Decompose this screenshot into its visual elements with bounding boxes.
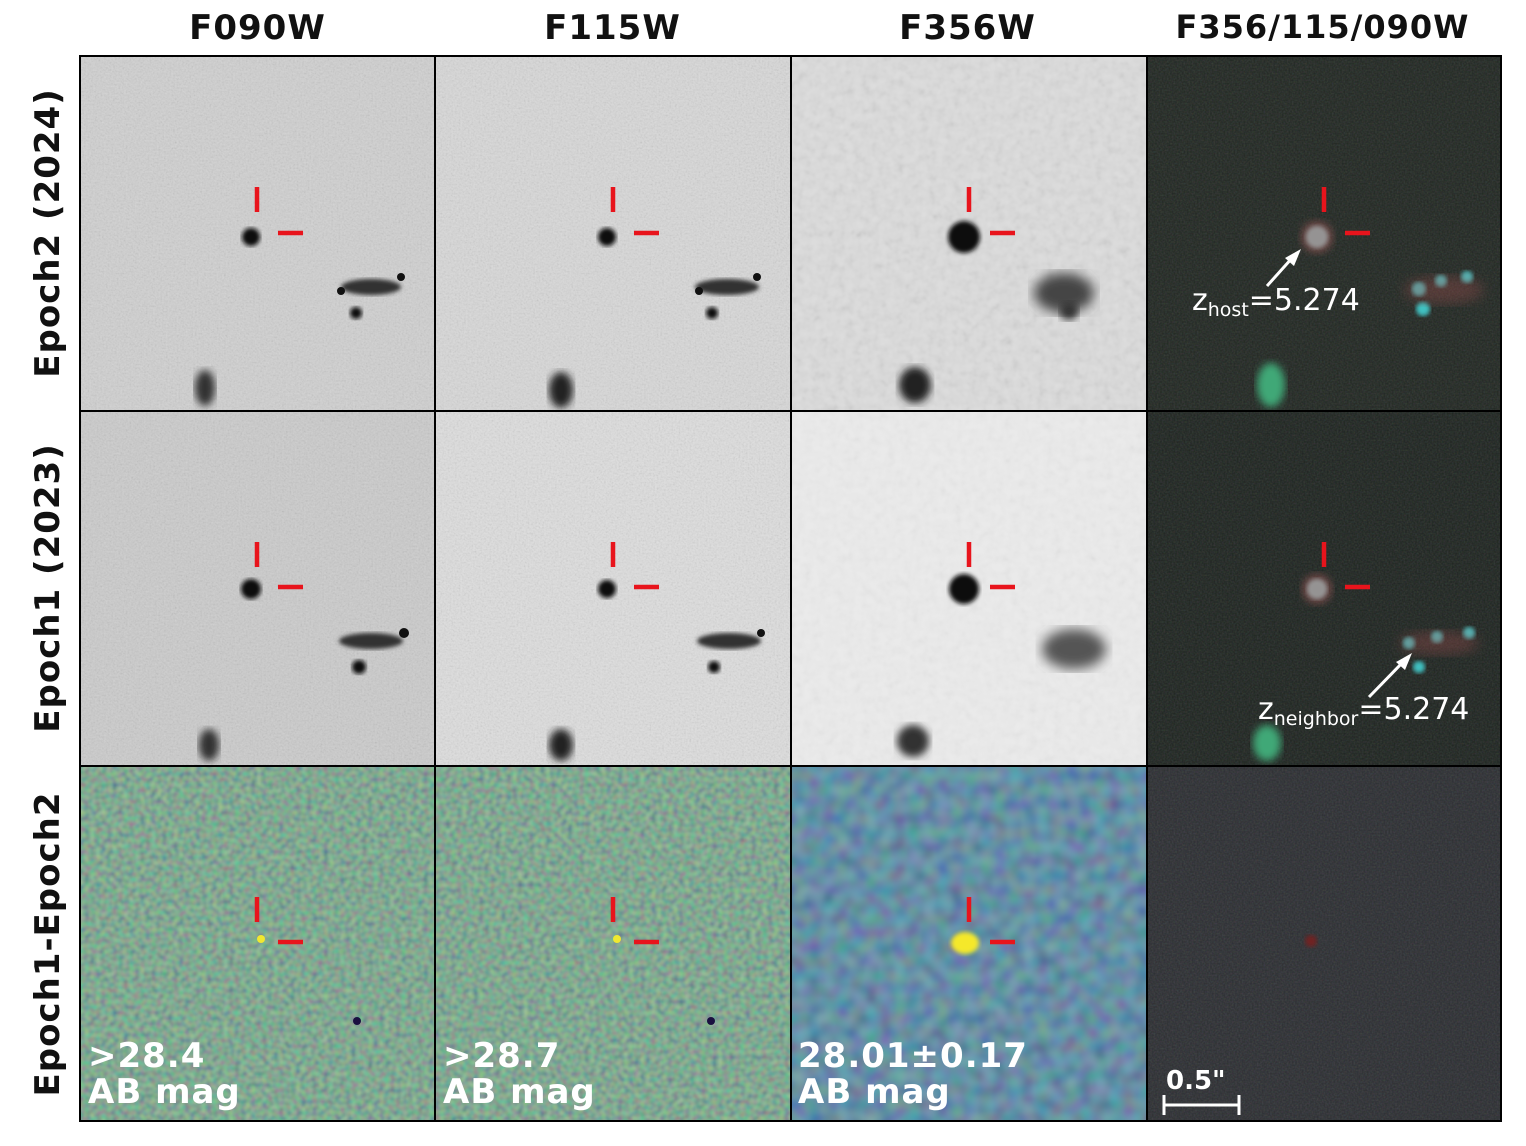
mag-label-f115w: >28.7 AB mag <box>443 1036 596 1112</box>
panel-epoch1-f115w <box>435 411 791 766</box>
column-title-f090w: F090W <box>189 8 326 48</box>
sources-epoch1-f356w <box>897 574 1106 757</box>
diff-features <box>257 932 1317 1025</box>
sources-epoch2-rgb <box>1257 221 1484 407</box>
sources-epoch2-f090w <box>195 228 405 406</box>
marker-crosshairs <box>254 187 1370 945</box>
column-title-rgb: F356/115/090W <box>1175 8 1470 46</box>
sources-epoch1-rgb <box>1253 574 1479 761</box>
scale-bar <box>1162 1095 1241 1115</box>
column-title-f115w: F115W <box>544 8 681 48</box>
mag-label-f356w: 28.01±0.17 AB mag <box>798 1036 1028 1112</box>
scale-bar-label: 0.5" <box>1166 1066 1226 1096</box>
panel-epoch2-rgb <box>1147 55 1502 411</box>
column-title-f356w: F356W <box>899 8 1036 48</box>
row-title-epoch2: Epoch2 (2024) <box>28 88 68 378</box>
image-panel-grid <box>79 55 1502 1122</box>
sources-epoch1-f090w <box>199 579 409 761</box>
panel-diff-f356w <box>791 766 1147 1122</box>
panel-diff-f090w <box>79 766 435 1122</box>
row-title-difference: Epoch1-Epoch2 <box>28 791 68 1097</box>
sources-epoch2-f356w <box>899 221 1094 403</box>
annotation-arrows <box>1265 249 1412 699</box>
row-title-epoch1: Epoch1 (2023) <box>28 443 68 733</box>
panel-diff-rgb <box>1147 766 1502 1122</box>
sources-epoch2-f115w <box>549 228 761 408</box>
mag-label-f090w: >28.4 AB mag <box>88 1036 241 1112</box>
panel-epoch1-f090w <box>79 411 435 766</box>
panel-epoch2-f115w <box>435 55 791 411</box>
panel-diff-f115w <box>435 766 791 1122</box>
neighbor-redshift-label: zneighbor=5.274 <box>1258 692 1470 730</box>
sources-epoch1-f115w <box>549 580 765 761</box>
panel-borders <box>79 55 1502 1122</box>
host-redshift-label: zhost=5.274 <box>1192 283 1360 321</box>
panel-epoch1-f356w <box>791 411 1147 766</box>
